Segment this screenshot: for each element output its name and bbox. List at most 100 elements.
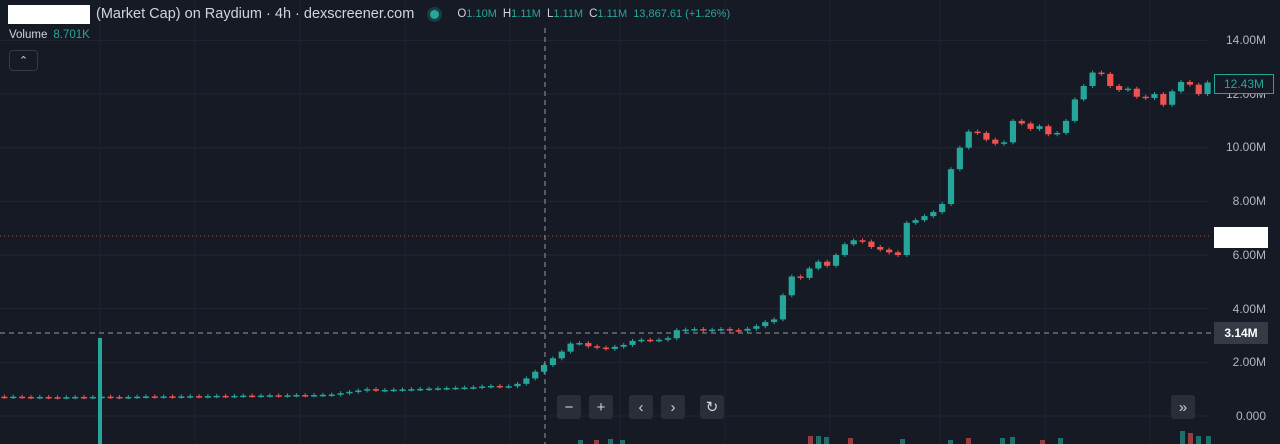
candle	[903, 222, 910, 256]
volume-bar	[1040, 440, 1045, 444]
volume-legend: Volume 8.701K	[9, 29, 90, 41]
candle	[249, 395, 256, 398]
y-tick: 2.00M	[1232, 355, 1266, 369]
volume-bar	[98, 338, 102, 444]
candle	[576, 343, 583, 345]
candle	[89, 396, 96, 399]
candle	[479, 386, 486, 388]
scroll-right-button[interactable]: ›	[661, 395, 685, 419]
candle	[540, 365, 548, 372]
candle	[310, 395, 318, 397]
change-value: 13,867.61 (+1.26%)	[633, 8, 731, 20]
candle	[806, 268, 813, 278]
candle	[974, 131, 981, 134]
open-key: O	[457, 8, 467, 20]
chart-title: (Market Cap) on Raydium · 4h · dexscreen…	[96, 6, 415, 22]
candle	[355, 390, 362, 393]
ohlc-values: O 1.10M H 1.11M L 1.11M C 1.11M 13,867.61 (+…	[451, 8, 730, 20]
open-value: 1.10M	[466, 8, 497, 20]
candle	[204, 396, 211, 398]
candle	[80, 396, 88, 399]
candle	[877, 246, 884, 250]
candle	[611, 346, 618, 349]
candle	[638, 339, 645, 342]
candle	[682, 329, 689, 332]
close-key: C	[589, 8, 598, 20]
candle	[496, 385, 503, 388]
candle	[461, 387, 468, 390]
scroll-left-button[interactable]: ‹	[629, 395, 653, 419]
candle	[1089, 72, 1096, 86]
volume-bar	[1180, 431, 1185, 444]
candle	[894, 252, 902, 256]
zoom-out-button[interactable]: −	[557, 395, 581, 419]
candle	[125, 396, 132, 399]
candle	[1195, 84, 1202, 95]
y-tick: 0.000	[1235, 409, 1266, 423]
volume-label: Volume	[9, 29, 48, 41]
candle	[832, 255, 840, 266]
market-status-icon	[430, 9, 440, 19]
crosshair-price-tag: 3.14M	[1214, 322, 1268, 344]
candle	[700, 329, 707, 331]
candle	[364, 389, 371, 391]
candle	[284, 395, 291, 397]
candle	[1045, 126, 1052, 135]
candle	[1009, 120, 1017, 143]
candle	[293, 395, 300, 397]
candle	[346, 391, 353, 394]
candle	[266, 395, 273, 397]
candle	[523, 378, 530, 384]
low-key: L	[546, 8, 554, 20]
collapse-legend-button[interactable]: ⌃	[9, 50, 38, 71]
zoom-in-button[interactable]: +	[589, 395, 613, 419]
high-value: 1.11M	[511, 8, 541, 20]
candle	[45, 396, 52, 399]
volume-bar	[948, 440, 953, 444]
candle	[965, 131, 972, 148]
candle	[328, 394, 335, 397]
candle	[735, 330, 742, 332]
y-tick: 14.00M	[1225, 33, 1266, 47]
candle	[655, 339, 663, 342]
candle	[425, 388, 433, 391]
candle	[1018, 120, 1025, 124]
candle	[647, 339, 654, 342]
candle	[930, 212, 937, 217]
redacted-token-name	[8, 4, 90, 24]
candle	[505, 386, 512, 388]
candle	[19, 396, 26, 399]
volume-bar	[824, 437, 829, 444]
volume-bar	[578, 440, 583, 444]
candle	[1124, 88, 1132, 91]
candle	[726, 329, 733, 331]
candle	[187, 396, 194, 398]
candle	[195, 396, 203, 398]
candle	[912, 220, 919, 223]
go-to-latest-button[interactable]: »	[1171, 395, 1195, 419]
candle	[753, 326, 760, 329]
candle	[160, 396, 167, 398]
candle	[36, 396, 43, 399]
candle	[859, 240, 866, 242]
candle	[169, 396, 176, 398]
candle	[585, 343, 592, 347]
candle	[107, 396, 114, 399]
candle	[779, 295, 787, 320]
candle	[549, 358, 557, 366]
candle	[372, 389, 380, 391]
y-tick: 4.00M	[1232, 302, 1266, 316]
candle	[673, 330, 680, 339]
volume-bar	[1000, 438, 1005, 444]
candle	[1071, 99, 1078, 121]
candle	[1177, 81, 1185, 92]
chevron-up-icon: ⌃	[18, 55, 29, 67]
candle	[956, 147, 963, 170]
candle	[10, 396, 17, 399]
volume-bar	[808, 436, 813, 444]
candle	[142, 396, 150, 398]
reset-chart-button[interactable]: ↻	[700, 395, 724, 419]
candle	[983, 132, 990, 140]
candle	[594, 346, 601, 348]
